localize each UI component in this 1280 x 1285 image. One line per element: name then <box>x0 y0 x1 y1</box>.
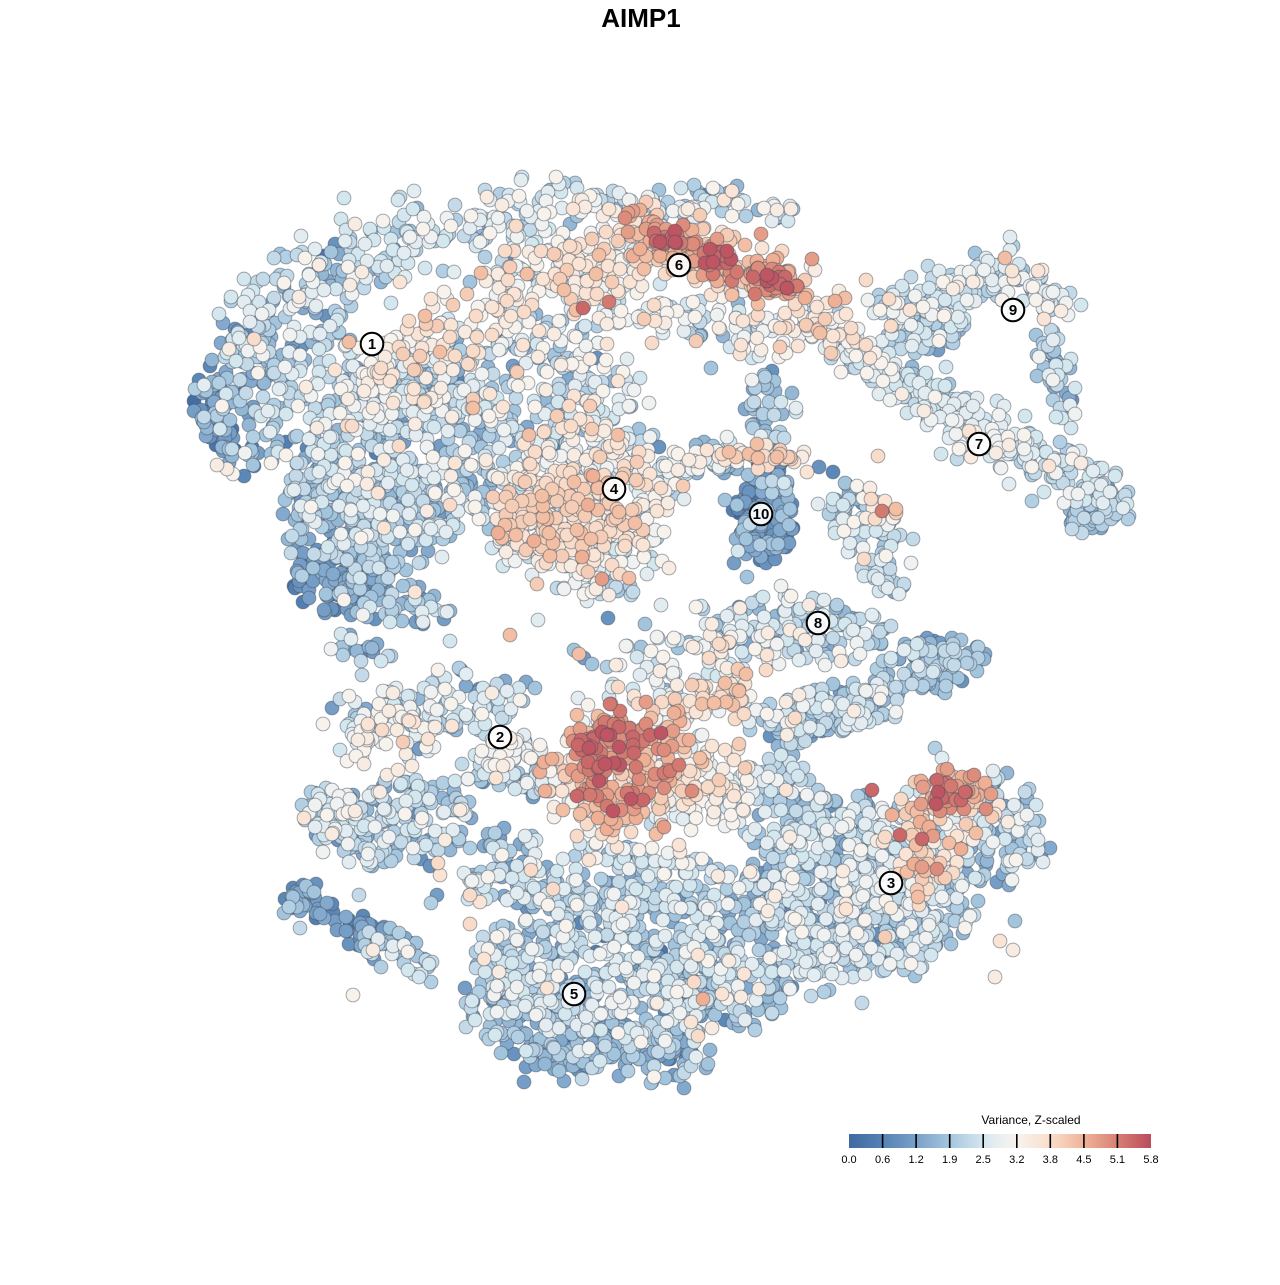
svg-text:AIMP1: AIMP1 <box>601 3 680 33</box>
